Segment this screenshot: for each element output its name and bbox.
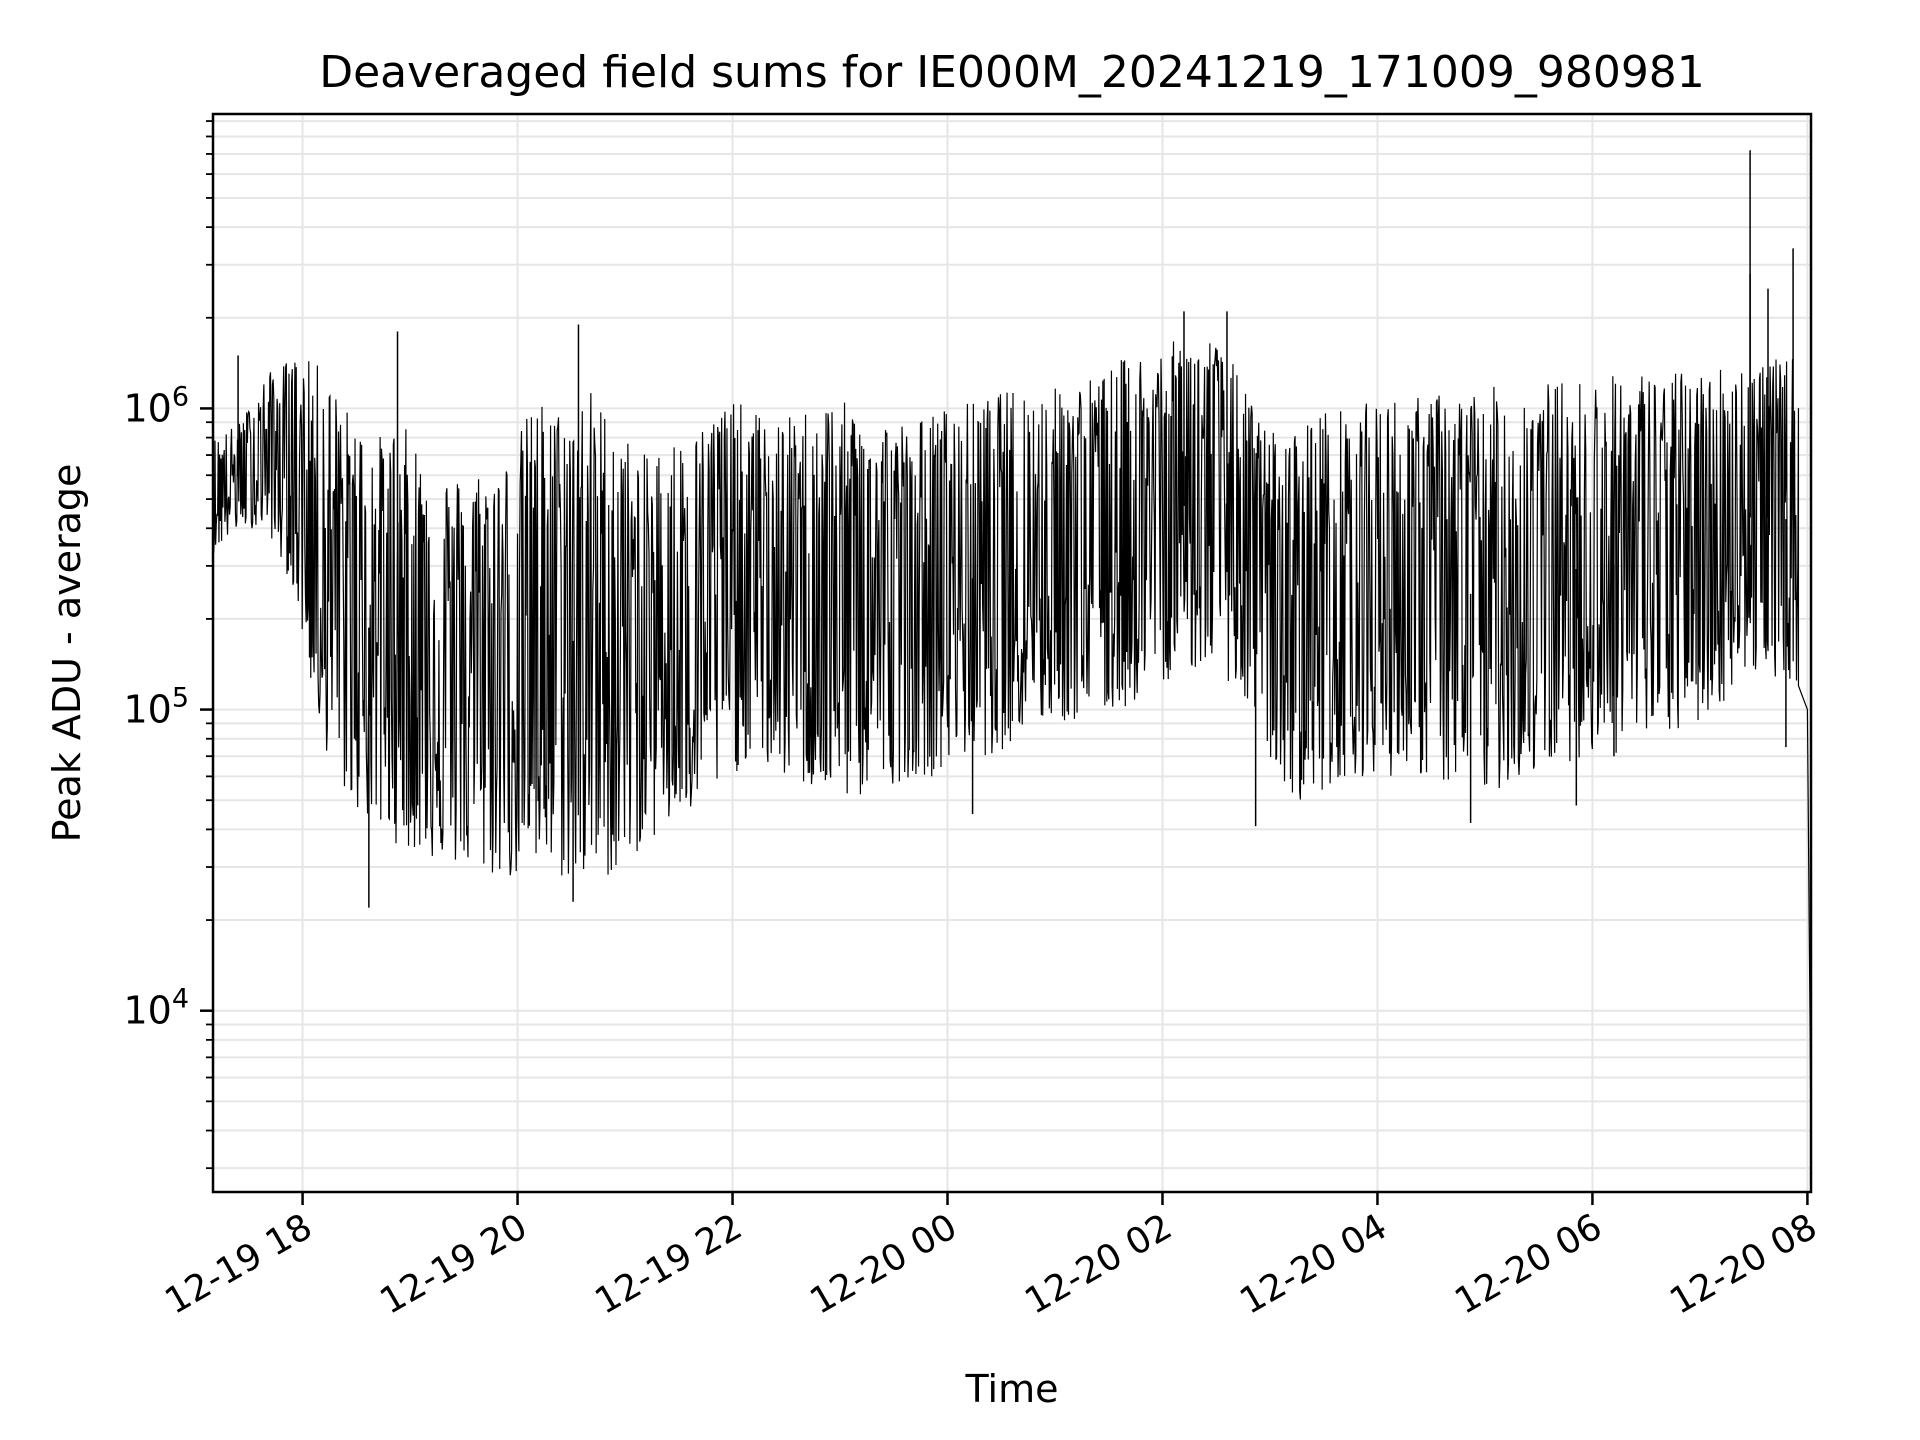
x-axis-label: Time — [965, 1367, 1059, 1411]
y-tick-label: 105 — [123, 683, 189, 732]
series-line — [212, 341, 1812, 1141]
series-layer — [212, 150, 1812, 1141]
grid-lines — [213, 114, 1811, 1192]
chart-title: Deaveraged field sums for IE000M_2024121… — [319, 47, 1705, 98]
y-tick-label: 106 — [123, 381, 189, 430]
plot-frame — [211, 112, 1813, 1194]
y-axis-label: Peak ADU - average — [45, 464, 89, 843]
y-tick-label: 104 — [123, 984, 189, 1033]
y-axis-ticks: 104 105 106 — [123, 120, 213, 1170]
